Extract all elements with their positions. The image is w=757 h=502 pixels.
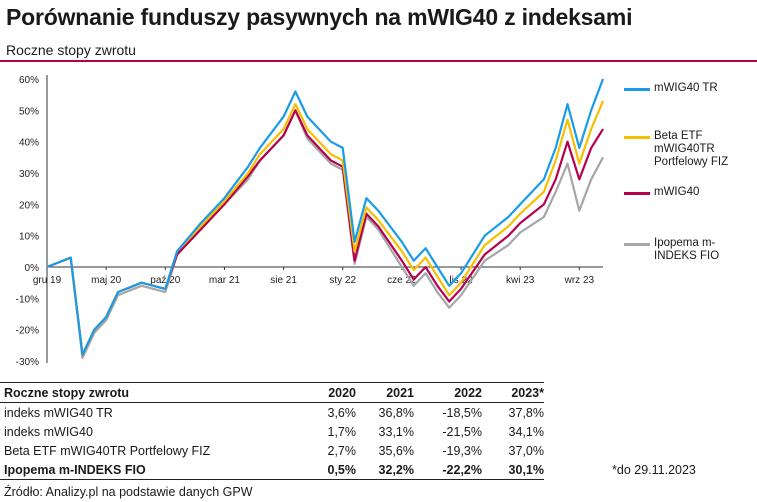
y-tick-label: 60%	[19, 75, 39, 86]
table-header: 2023*	[482, 382, 544, 403]
table-cell: 3,6%	[327, 405, 357, 420]
legend-item-mwig40tr: mWIG40 TR	[624, 82, 756, 95]
y-tick-label: 50%	[19, 106, 39, 117]
legend-label: mWIG40	[654, 186, 700, 198]
table-cell: 37,8%	[508, 405, 544, 420]
table-row: Ipopema m-INDEKS FIO 0,5% 32,2% -22,2% 3…	[0, 460, 544, 480]
legend-swatch	[624, 136, 650, 139]
table-cell: 30,1%	[482, 460, 544, 480]
legend-label: mWIG40 TR	[654, 82, 718, 94]
y-tick-label: 10%	[19, 232, 39, 243]
y-tick-label: -30%	[16, 357, 39, 368]
table-row: Beta ETF mWIG40TR Portfelowy FIZ 2,7% 35…	[0, 441, 544, 460]
y-tick-label: -10%	[16, 294, 39, 305]
line-chart: 60% 50% 40% 30% 20% 10% 0% -10% -20% -30% gru 19 ma…	[16, 75, 605, 368]
x-tick-label: paź 20	[150, 275, 180, 286]
table-cell: -21,5%	[442, 424, 482, 439]
date-note: *do 29.11.2023	[612, 463, 696, 477]
x-tick-label: sty 22	[329, 275, 356, 286]
returns-table: Roczne stopy zwrotu 2020 2021 2022 2023*…	[0, 382, 544, 480]
table-cell: -22,2%	[414, 460, 482, 480]
table-cell: -19,3%	[442, 443, 482, 458]
legend-swatch	[624, 88, 650, 91]
legend-item-beta-etf: Beta ETF mWIG40TR Portfelowy FIZ	[624, 130, 756, 169]
table-row: indeks mWIG40 1,7% 33,1% -21,5% 34,1%	[0, 422, 544, 441]
row-label: Ipopema m-INDEKS FIO	[0, 460, 302, 480]
x-tick-label: kwi 23	[506, 275, 535, 286]
source-note: Źródło: Analizy.pl na podstawie danych G…	[4, 485, 253, 499]
x-tick-label: maj 20	[91, 275, 121, 286]
table-cell: 34,1%	[508, 424, 544, 439]
y-tick-label: -20%	[16, 326, 39, 337]
x-tick-label: wrz 23	[564, 275, 595, 286]
x-tick-label: sie 21	[270, 275, 297, 286]
series-line	[46, 78, 605, 356]
page-title: Porównanie funduszy pasywnych na mWIG40 …	[6, 4, 633, 30]
table-cell: 2,7%	[327, 443, 357, 458]
table-row: indeks mWIG40 TR 3,6% 36,8% -18,5% 37,8%	[0, 403, 544, 423]
y-tick-label: 20%	[19, 200, 39, 211]
legend-label: Beta ETF mWIG40TR Portfelowy FIZ	[654, 130, 729, 168]
legend-swatch	[624, 243, 650, 246]
row-label: Beta ETF mWIG40TR Portfelowy FIZ	[4, 443, 211, 458]
table-header: 2022	[414, 382, 482, 403]
x-tick-label: gru 19	[33, 275, 62, 286]
table-cell: 33,1%	[378, 424, 414, 439]
table-cell: 35,6%	[378, 443, 414, 458]
legend-swatch	[624, 192, 650, 195]
table-header: 2021	[356, 382, 414, 403]
chart-subtitle: Roczne stopy zwrotu	[6, 42, 136, 58]
series-line	[46, 100, 605, 356]
legend-item-mwig40: mWIG40	[624, 186, 756, 199]
x-tick-label: mar 21	[209, 275, 241, 286]
table-cell: 0,5%	[302, 460, 356, 480]
legend-label: Ipopema m-INDEKS FIO	[654, 237, 720, 262]
table-cell: 36,8%	[378, 405, 414, 420]
table-header: Roczne stopy zwrotu	[0, 382, 302, 403]
x-tick-label: cze 22	[387, 275, 417, 286]
table-header: 2020	[302, 382, 356, 403]
table-cell: 32,2%	[356, 460, 414, 480]
y-tick-label: 40%	[19, 138, 39, 149]
table-cell: 1,7%	[327, 424, 357, 439]
table-header-row: Roczne stopy zwrotu 2020 2021 2022 2023*	[0, 382, 544, 403]
row-label: indeks mWIG40 TR	[4, 405, 113, 420]
table-cell: 37,0%	[508, 443, 544, 458]
legend-item-ipopema: Ipopema m-INDEKS FIO	[624, 237, 756, 263]
y-tick-label: 0%	[25, 263, 40, 274]
table-cell: -18,5%	[442, 405, 482, 420]
title-divider	[0, 60, 757, 62]
y-tick-label: 30%	[19, 169, 39, 180]
row-label: indeks mWIG40	[4, 424, 93, 439]
